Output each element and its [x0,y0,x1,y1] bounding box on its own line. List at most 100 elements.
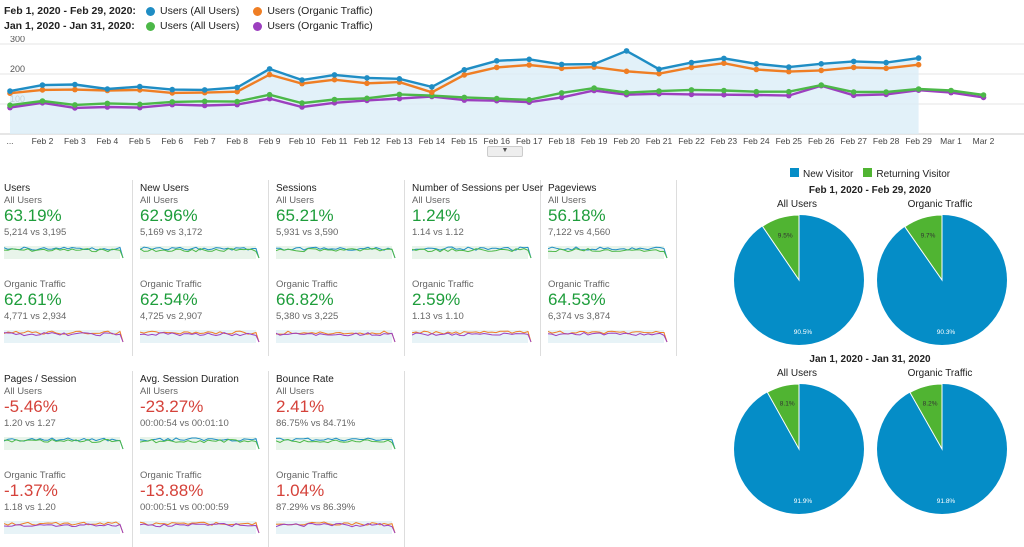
x-tick-label: Mar 1 [940,136,962,146]
data-point [104,86,111,92]
legend-row-jan: Jan 1, 2020 - Jan 31, 2020: Users (All U… [4,19,387,33]
data-point [980,92,987,98]
series-dot-icon [146,21,155,31]
legend-item[interactable]: Users (All Users) [146,20,239,32]
pie-slice-returning-visitor [761,214,800,282]
pie-segment-title: All Users [776,368,817,379]
visitor-pie-chart[interactable]: 9.7% 90.3% [875,213,1009,347]
metric-card[interactable]: Pages / Session All Users -5.46% 1.20 vs 1.… [0,371,133,547]
segment-name: All Users [140,386,179,397]
comparison-values: 5,169 vs 3,172 [140,227,203,238]
segment-name: Organic Traffic [412,279,474,290]
metric-card[interactable]: Bounce Rate All Users 2.41% 86.75% vs 84.71… [272,371,405,547]
visitor-pie-chart[interactable]: 8.2% 91.8% [875,382,1009,516]
sparkline [4,521,124,534]
metric-segment: Organic Traffic -13.88% 00:00:51 vs 00:00:… [140,470,264,534]
comparison-values: 5,931 vs 3,590 [276,227,339,238]
metric-name: New Users [140,183,189,194]
data-point [883,65,889,72]
sparkline-series [4,521,124,534]
metric-card[interactable]: Users All Users 63.19% 5,214 vs 3,195 Organi… [0,180,133,356]
pie-label-new: 91.9% [794,498,813,505]
metric-card[interactable]: Avg. Session Duration All Users -23.27% 00:… [136,371,269,547]
data-point [493,58,500,64]
data-point [331,72,338,78]
pie-legend: New Visitor Returning Visitor [790,168,950,180]
sparkline-series [140,439,260,450]
data-point [883,59,889,66]
metric-segment: Organic Traffic 62.54% 4,725 vs 2,907 [140,279,264,343]
legend-item[interactable]: Users (Organic Traffic) [253,20,373,32]
x-tick-label: Feb 26 [808,136,835,146]
pie-label-new: 90.3% [937,329,956,336]
metric-card[interactable]: Pageviews All Users 56.18% 7,122 vs 4,560 Or… [544,180,677,356]
percent-change: -23.27% [140,397,204,416]
metric-card[interactable]: Sessions All Users 65.21% 5,931 vs 3,590 Org… [272,180,405,356]
visitor-pie-chart[interactable]: 8.1% 91.9% [732,382,866,516]
legend-item[interactable]: Users (Organic Traffic) [253,5,373,17]
data-point [526,62,532,68]
sparkline-series [276,522,396,534]
segment-name: Organic Traffic [548,279,610,290]
sparkline [4,330,124,343]
series-dot-icon [253,21,263,31]
pie-slice-returning-visitor [766,383,800,451]
comparison-values: 1.14 vs 1.12 [412,227,464,238]
data-point [721,91,727,98]
x-tick-label: Mar 2 [973,136,995,146]
sparkline-background [4,246,120,259]
segment-name: Organic Traffic [140,470,202,481]
data-point [850,64,857,71]
data-point [786,68,792,75]
x-tick-label: Feb 3 [64,136,86,146]
data-point [721,60,727,66]
sparkline-series [548,246,668,259]
data-point [396,91,403,98]
data-point [104,100,111,107]
comparison-values: 5,214 vs 3,195 [4,227,67,238]
data-point [169,86,176,93]
data-point [429,89,435,96]
sparkline [276,521,396,534]
x-tick-label: Feb 17 [516,136,543,146]
data-point [234,84,240,91]
data-point [753,61,760,67]
sparkline-series [140,521,260,534]
x-tick-label: Feb 2 [32,136,54,146]
metric-card[interactable]: New Users All Users 62.96% 5,169 vs 3,172 Or… [136,180,269,356]
comparison-values: 1.20 vs 1.27 [4,418,56,429]
sparkline-background [548,330,664,343]
legend-row-feb: Feb 1, 2020 - Feb 29, 2020: Users (All U… [4,4,387,18]
data-point [39,98,46,104]
data-point [201,87,208,93]
segment-name: Organic Traffic [276,470,338,481]
visitor-pie-chart[interactable]: 9.5% 90.5% [732,213,866,347]
data-point [39,82,46,88]
legend-item[interactable]: Users (All Users) [146,5,239,17]
data-point [364,80,370,87]
chart-collapse-handle[interactable]: ▼ [487,146,523,157]
comparison-values: 00:00:51 vs 00:00:59 [140,502,229,513]
metric-segment: All Users -5.46% 1.20 vs 1.27 [4,386,128,450]
data-point [266,91,273,98]
sparkline-series [4,248,124,259]
data-point [883,89,889,95]
x-tick-label: Feb 15 [451,136,478,146]
data-point [72,102,78,108]
x-tick-label: Feb 27 [840,136,867,146]
metric-name: Users [4,183,31,194]
sparkline-series [4,523,124,534]
comparison-values: 5,380 vs 3,225 [276,311,339,322]
sparkline-series [140,248,260,259]
x-tick-label: Feb 7 [194,136,216,146]
data-point [786,64,792,70]
pie-label-returning: 9.5% [778,232,793,239]
segment-name: All Users [548,195,587,206]
pie-legend-new-label: New Visitor [803,169,854,180]
sparkline-series [276,246,396,259]
metric-card[interactable]: Number of Sessions per User All Users 1.24… [408,180,543,356]
sparkline-series [4,438,124,450]
data-point [331,96,338,103]
data-point [915,61,922,68]
